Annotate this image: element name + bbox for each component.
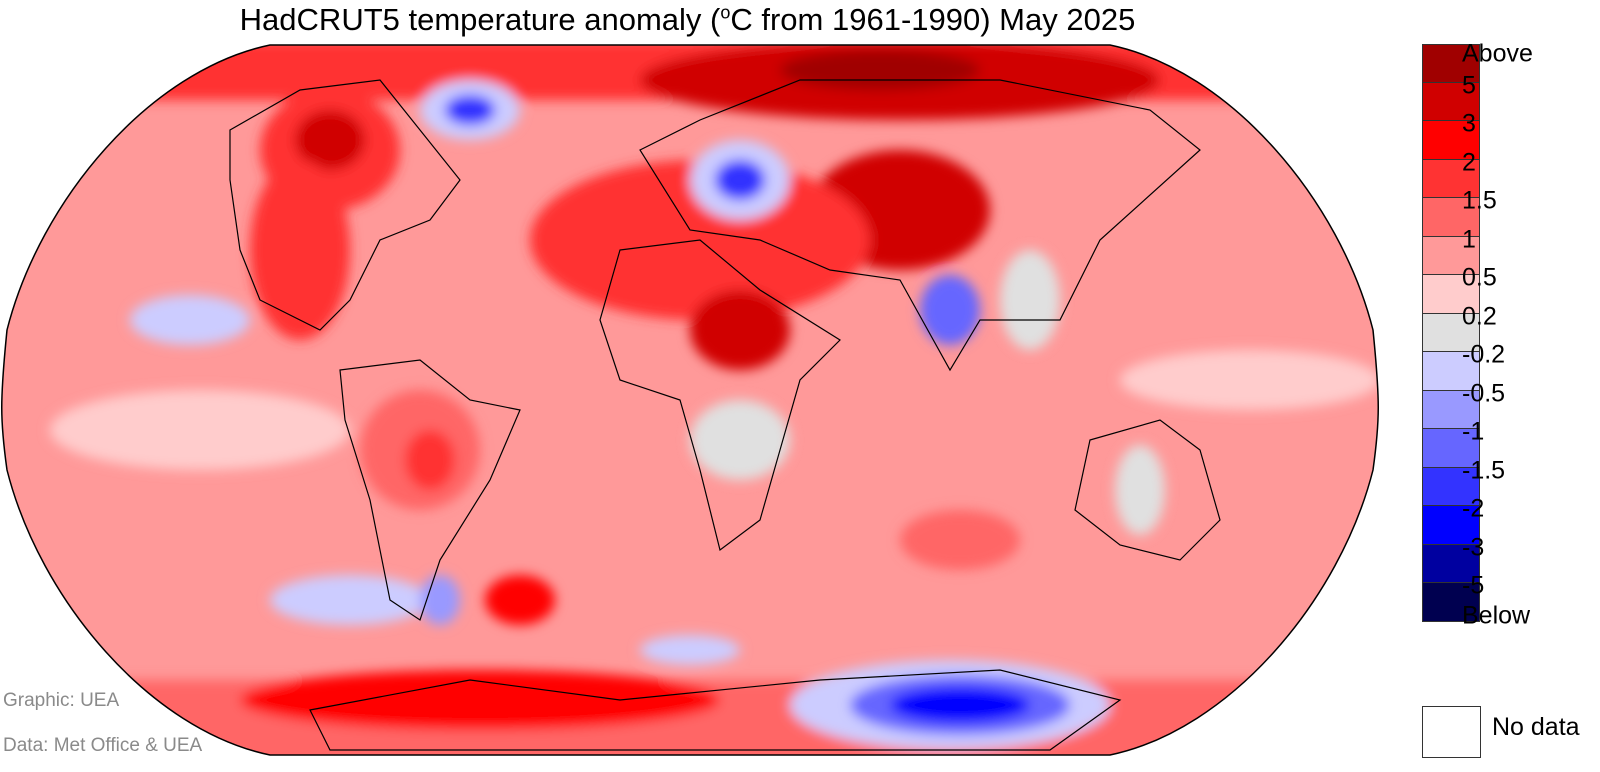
legend-tick-label: -1.5 (1462, 456, 1506, 484)
legend-swatch (1422, 236, 1480, 275)
legend-tick-label: 0.5 (1462, 263, 1497, 292)
legend-swatch (1422, 429, 1480, 468)
legend-tick-label: -0.2 (1462, 340, 1506, 369)
legend-swatch (1422, 352, 1480, 391)
legend-swatch (1422, 467, 1480, 506)
legend-swatch (1422, 544, 1480, 583)
legend-swatch (1422, 313, 1480, 352)
legend-swatch (1422, 390, 1480, 429)
legend-tick-label: -3 (1462, 533, 1485, 561)
legend-swatch (1422, 506, 1480, 545)
anomaly-field (1, 45, 1379, 755)
legend-swatch (1422, 44, 1480, 83)
legend-tick-label: -0.5 (1462, 379, 1506, 407)
legend-label-below: Below (1462, 601, 1531, 629)
no-data-swatch (1422, 706, 1481, 758)
data-credit: Data: Met Office & UEA (3, 735, 203, 756)
legend-tick-label: 3 (1462, 109, 1476, 138)
legend-tick-label: 2 (1462, 148, 1476, 176)
legend-tick-label: 0.2 (1462, 302, 1497, 330)
legend-tick-label: 5 (1462, 71, 1476, 99)
graphic-credit: Graphic: UEA (3, 690, 120, 711)
legend-tick-label: 1.5 (1462, 186, 1497, 215)
color-legend (1422, 44, 1480, 622)
legend-swatch (1422, 82, 1480, 121)
legend-tick-label: -1 (1462, 417, 1485, 446)
legend-swatch (1422, 198, 1480, 237)
legend-swatch (1422, 121, 1480, 160)
legend-swatch (1422, 583, 1480, 622)
legend-tick-label: -5 (1462, 571, 1485, 600)
legend-tick-label: 1 (1462, 225, 1476, 253)
legend-swatch (1422, 159, 1480, 198)
legend-swatch (1422, 275, 1480, 314)
coastlines (229, 79, 1221, 751)
legend-label-above: Above (1462, 39, 1533, 68)
no-data-label: No data (1492, 713, 1580, 741)
map-title: HadCRUT5 temperature anomaly (oC from 19… (239, 2, 1136, 37)
legend-tick-label: -2 (1462, 494, 1485, 523)
anomaly-map (1, 44, 1379, 756)
